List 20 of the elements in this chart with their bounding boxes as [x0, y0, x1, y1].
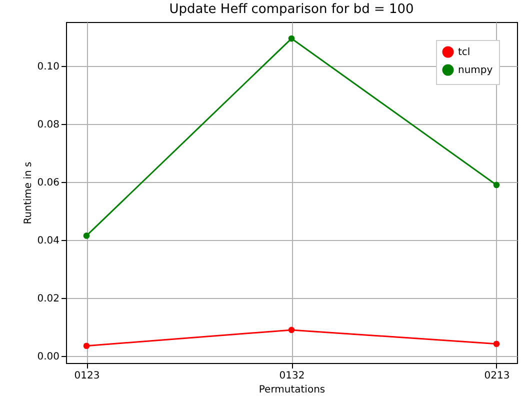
y-tick-label: 0.00 [37, 352, 60, 363]
legend-label: numpy [458, 65, 493, 76]
chart-title: Update Heff comparison for bd = 100 [169, 2, 414, 17]
point [493, 182, 500, 188]
point [83, 342, 90, 350]
y-tick-label: 0.06 [37, 178, 60, 189]
point [288, 326, 295, 334]
point [288, 35, 295, 42]
y-axis-title: Runtime in s [23, 162, 34, 224]
x-axis-title: Permutations [258, 384, 326, 396]
point [83, 232, 90, 239]
x-tick-label: 0132 [279, 370, 305, 382]
x-tick-label: 0123 [74, 370, 100, 382]
y-tick-label: 0.10 [37, 62, 60, 73]
legend-label: tcl [458, 47, 470, 58]
x-tick-label: 0213 [484, 370, 510, 382]
point [493, 340, 500, 348]
y-tick-label: 0.02 [37, 294, 60, 305]
y-tick-label: 0.08 [37, 120, 60, 131]
y-tick-label: 0.04 [37, 236, 60, 247]
